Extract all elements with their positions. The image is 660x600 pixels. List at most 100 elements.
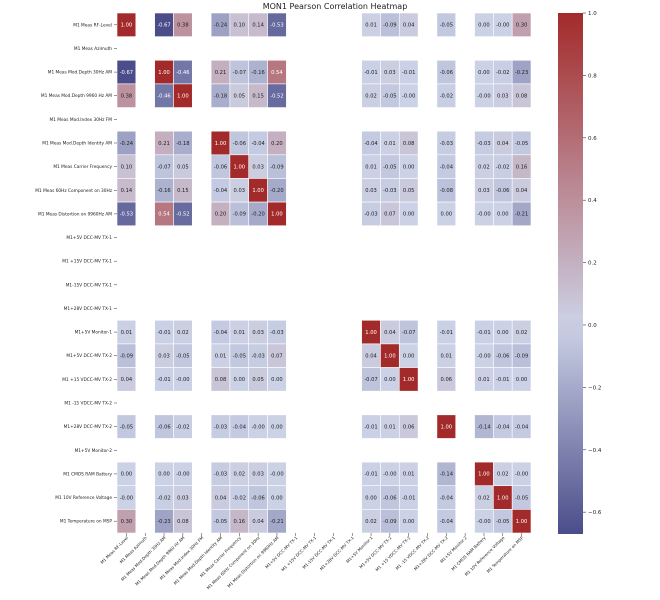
cell-value-label: 0.00 [403, 519, 415, 525]
row-tick-label: M1 Temperature on MSP [60, 519, 113, 525]
row-tick-label: M1+5V Monitor-1 [75, 330, 113, 336]
column-tick-label: M1-15V DCC-MV TX-1 [301, 535, 336, 570]
cell-value-label: -0.02 [496, 70, 509, 76]
cell-value-label: -0.01 [364, 472, 377, 478]
colorbar-tick-label: −0.2 [588, 385, 601, 391]
cell-value-label: 1.00 [497, 495, 509, 501]
cell-value-label: -0.05 [515, 141, 528, 147]
cell-value-label: -0.00 [383, 472, 396, 478]
heatmap-cell [267, 414, 287, 439]
cell-value-label: 0.03 [497, 94, 509, 100]
cell-value-label: -0.07 [402, 330, 415, 336]
cell-value-label: -0.02 [176, 424, 189, 430]
cell-value-label: 0.02 [234, 472, 246, 478]
cell-value-label: -0.04 [496, 424, 510, 430]
cell-value-label: 0.04 [252, 519, 264, 525]
cell-value-label: 0.10 [234, 23, 246, 29]
cell-value-label: -0.24 [214, 23, 228, 29]
cell-value-label: 0.01 [384, 424, 396, 430]
heatmap-cell [267, 367, 287, 392]
cell-value-label: -0.05 [515, 495, 528, 501]
cell-value-label: 1.00 [516, 519, 528, 525]
cell-value-label: -0.05 [496, 519, 509, 525]
cell-value-label: 0.02 [516, 330, 528, 336]
cell-value-label: -0.01 [364, 424, 377, 430]
cell-value-label: 0.01 [384, 141, 396, 147]
cell-value-label: -0.00 [251, 424, 264, 430]
cell-value-label: -0.07 [364, 377, 377, 383]
row-tick-label: M1 Meas RF-Level [73, 22, 112, 28]
cell-value-label: -0.09 [120, 354, 133, 360]
cell-value-label: 0.01 [478, 377, 490, 383]
cell-value-label: 0.15 [177, 188, 189, 194]
cell-value-label: -0.03 [440, 141, 453, 147]
cell-value-label: -0.05 [440, 23, 453, 29]
cell-value-label: 0.06 [403, 424, 415, 430]
row-tick-label: M1 +15V DCC-MV TX-1 [62, 259, 112, 265]
cell-value-label: -0.14 [440, 472, 454, 478]
cell-value-label: 0.00 [271, 424, 283, 430]
cell-value-label: -0.01 [402, 70, 415, 76]
cell-value-label: 0.00 [478, 70, 490, 76]
cell-value-label: 1.00 [441, 424, 453, 430]
cell-value-label: -0.00 [515, 472, 528, 478]
cell-value-label: -0.09 [383, 23, 396, 29]
cell-value-label: -0.01 [496, 377, 509, 383]
row-tick-label: M1 Meas Distortion on 9960Hz AM [38, 211, 112, 217]
cell-value-label: 0.05 [177, 164, 189, 170]
cell-value-label: 1.00 [252, 188, 264, 194]
cell-value-label: 0.03 [252, 164, 264, 170]
cell-value-label: -0.04 [440, 495, 454, 501]
row-tick-label: M1+28V DCC-MV TX-1 [64, 306, 113, 312]
cell-value-label: -0.02 [496, 164, 509, 170]
cell-value-label: 1.00 [384, 354, 396, 360]
cell-value-label: -0.00 [477, 94, 490, 100]
column-tick-label: M1+28V DCC-MV TX-2 [413, 535, 449, 571]
cell-value-label: 0.00 [403, 212, 415, 218]
colorbar-tick-label: −0.4 [588, 448, 602, 454]
cell-value-label: 0.02 [177, 330, 189, 336]
cell-value-label: -0.20 [251, 212, 264, 218]
cell-value-label: -0.00 [176, 472, 189, 478]
cell-value-label: -0.06 [496, 354, 509, 360]
cell-value-label: -0.05 [233, 354, 246, 360]
cell-value-label: 0.01 [215, 354, 227, 360]
cell-value-label: 0.20 [215, 212, 227, 218]
cell-value-label: -0.16 [157, 188, 170, 194]
cell-value-label: -0.06 [440, 70, 453, 76]
cell-value-label: -0.05 [176, 354, 189, 360]
cell-value-label: -0.01 [402, 495, 415, 501]
row-tick-label: M1 Meas Mod.Depth 30Hz AM [48, 70, 113, 76]
cell-value-label: -0.04 [214, 188, 228, 194]
cell-value-label: 0.03 [365, 188, 377, 194]
row-tick-label: M1+5V DCC-MV TX-1 [66, 235, 112, 241]
cell-value-label: 0.00 [441, 212, 453, 218]
cell-value-label: -0.08 [440, 188, 453, 194]
heatmap-cell [436, 367, 457, 392]
cell-value-label: -0.09 [233, 212, 246, 218]
heatmap-cell [436, 414, 457, 439]
cell-value-label: 0.01 [365, 164, 377, 170]
cell-value-label: 0.00 [158, 472, 170, 478]
cell-value-label: 0.08 [403, 141, 415, 147]
cell-value-label: 0.03 [478, 188, 490, 194]
colorbar-tick-label: 0.4 [588, 198, 597, 204]
cell-value-label: -0.06 [157, 424, 170, 430]
cell-value-label: -0.03 [270, 330, 283, 336]
cell-value-label: -0.05 [120, 424, 133, 430]
cell-value-label: -0.23 [515, 70, 528, 76]
cell-value-label: 0.04 [121, 377, 133, 383]
cell-value-label: 0.00 [403, 164, 415, 170]
cell-value-label: 1.00 [234, 164, 246, 170]
cell-value-label: 1.00 [121, 23, 133, 29]
cell-value-label: -0.03 [364, 212, 377, 218]
heatmap-cell [511, 367, 532, 392]
cell-value-label: -0.02 [157, 495, 170, 501]
cell-value-label: -0.01 [364, 70, 377, 76]
row-tick-label: M1 -15 VDCC-MV TX-2 [64, 401, 112, 407]
row-tick-label: M1 10V Reference Voltage [55, 495, 112, 501]
cell-value-label: 0.14 [121, 188, 133, 194]
cell-value-label: -0.06 [233, 141, 246, 147]
heatmap-cell [511, 12, 532, 37]
cell-value-label: 0.05 [403, 188, 415, 194]
